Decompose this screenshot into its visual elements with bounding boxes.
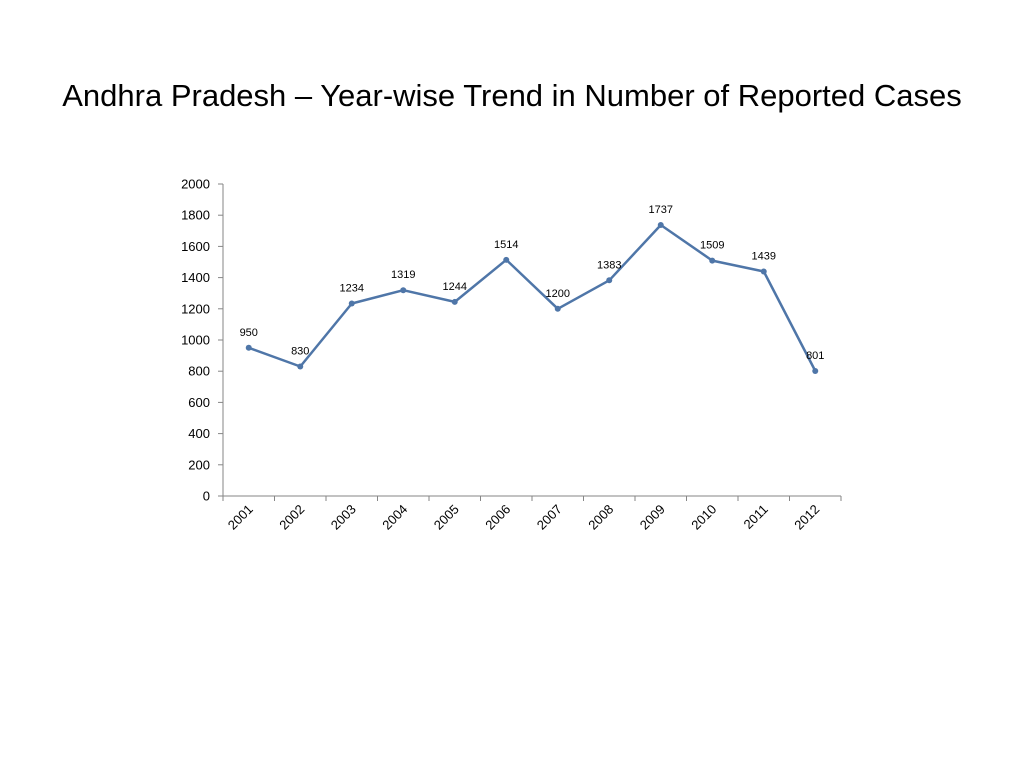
x-tick-label: 2001 — [225, 502, 256, 533]
data-label: 1383 — [597, 259, 621, 271]
x-tick-label: 2006 — [482, 502, 513, 533]
data-label: 801 — [806, 350, 824, 362]
y-axis-tick-labels: 0 200 400 600 800 1000 1200 1400 1600 1800 2000 — [181, 177, 210, 504]
x-axis-tick-labels: 2001 2002 2003 2004 2005 2006 2007 2008 2009 2010… — [225, 502, 823, 533]
y-tick-label: 800 — [188, 364, 210, 379]
series-line — [248, 223, 817, 372]
x-tick-label: 2008 — [585, 502, 616, 533]
data-point — [812, 368, 819, 375]
data-point — [657, 222, 664, 229]
data-point — [503, 256, 510, 263]
data-label: 1319 — [391, 269, 415, 281]
data-label: 1509 — [700, 240, 724, 252]
x-tick-label: 2012 — [791, 502, 822, 533]
x-tick-label: 2003 — [328, 502, 359, 533]
data-label: 1439 — [752, 251, 776, 263]
chart-axes — [218, 183, 842, 501]
data-label: 1234 — [340, 282, 364, 294]
slide-title: Andhra Pradesh – Year-wise Trend in Numb… — [62, 78, 962, 113]
x-tick-label: 2009 — [637, 502, 668, 533]
x-tick-label: 2002 — [276, 502, 307, 533]
data-point — [400, 287, 407, 294]
data-point — [297, 363, 304, 370]
y-tick-label: 600 — [188, 395, 210, 410]
y-tick-label: 1200 — [181, 301, 210, 316]
data-point — [245, 344, 252, 351]
data-label: 1244 — [443, 281, 467, 293]
data-label: 830 — [291, 346, 309, 358]
y-tick-label: 0 — [203, 489, 210, 504]
data-label: 1514 — [494, 239, 518, 251]
y-tick-label: 1400 — [181, 270, 210, 285]
x-tick-label: 2004 — [379, 502, 410, 533]
data-label: 950 — [240, 327, 258, 339]
x-tick-label: 2011 — [740, 502, 770, 532]
data-point — [606, 277, 613, 284]
series-group — [245, 222, 819, 375]
data-point — [451, 298, 458, 305]
data-labels: 950 830 1234 1319 1244 1514 1200 1383 1737 1509 14… — [240, 204, 825, 362]
y-tick-label: 2000 — [181, 177, 210, 192]
y-tick-label: 400 — [188, 426, 210, 441]
x-tick-label: 2005 — [431, 502, 462, 533]
y-tick-label: 1600 — [181, 239, 210, 254]
data-point — [709, 257, 716, 264]
data-point — [348, 300, 355, 307]
x-tick-label: 2007 — [534, 502, 565, 533]
y-tick-label: 1800 — [181, 208, 210, 223]
data-point — [760, 268, 767, 275]
y-tick-label: 1000 — [181, 333, 210, 348]
y-tick-label: 200 — [188, 457, 210, 472]
data-point — [554, 305, 561, 312]
data-label: 1737 — [649, 204, 673, 216]
data-label: 1200 — [546, 288, 570, 300]
x-tick-label: 2010 — [688, 502, 719, 533]
